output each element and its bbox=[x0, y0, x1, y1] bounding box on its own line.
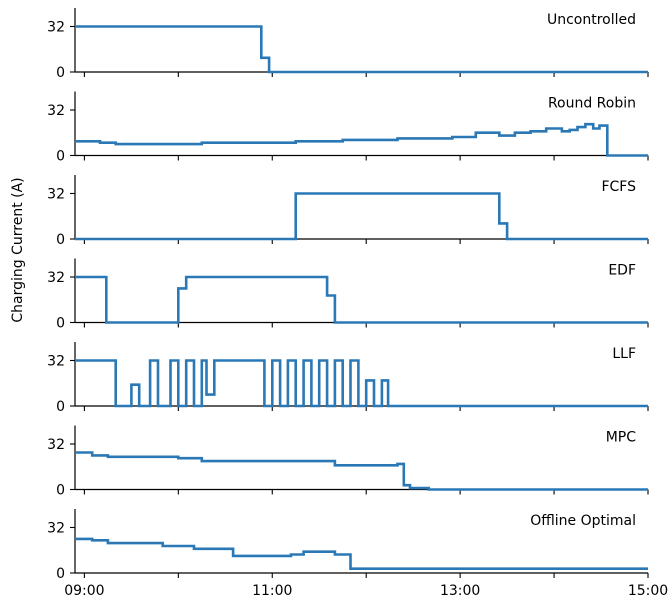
chart-panels: 0 32 Uncontrolled 0 32 Round Robin 0 32 FCFS 0 32 E… bbox=[47, 8, 668, 599]
series-line-4 bbox=[75, 359, 648, 408]
y-axis-label: Charging Current (A) bbox=[10, 177, 26, 322]
y-tick-label: 32 bbox=[47, 437, 65, 453]
panel-title: LLF bbox=[612, 346, 636, 362]
y-tick-label: 32 bbox=[47, 186, 65, 202]
series-line-2 bbox=[75, 192, 648, 241]
series-line-6 bbox=[75, 537, 648, 570]
y-tick-label: 0 bbox=[56, 399, 65, 415]
y-tick-label: 0 bbox=[56, 316, 65, 332]
y-tick-label: 32 bbox=[47, 103, 65, 119]
panel-4: 0 32 LLF bbox=[47, 342, 649, 415]
x-tick-label: 15:00 bbox=[628, 583, 668, 599]
panel-1: 0 32 Round Robin bbox=[47, 91, 649, 165]
panel-title: MPC bbox=[606, 430, 637, 446]
y-tick-label: 0 bbox=[56, 65, 65, 81]
y-tick-label: 0 bbox=[56, 566, 65, 582]
panel-title: EDF bbox=[608, 263, 636, 279]
panel-title: Uncontrolled bbox=[547, 12, 636, 28]
panel-0: 0 32 Uncontrolled bbox=[47, 8, 649, 81]
series-line-5 bbox=[75, 451, 648, 491]
panel-6: 0 32 Offline Optimal 09:00 11:00 13:00 15:00 bbox=[47, 509, 668, 599]
series-line-3 bbox=[75, 275, 648, 324]
panel-title: FCFS bbox=[601, 179, 636, 195]
panel-5: 0 32 MPC bbox=[47, 425, 649, 499]
x-tick-label: 11:00 bbox=[252, 583, 292, 599]
y-tick-label: 32 bbox=[47, 353, 65, 369]
panel-title: Offline Optimal bbox=[530, 513, 636, 529]
x-tick-label: 09:00 bbox=[64, 583, 104, 599]
y-tick-label: 0 bbox=[56, 149, 65, 165]
x-tick-label: 13:00 bbox=[440, 583, 480, 599]
y-tick-label: 32 bbox=[47, 520, 65, 536]
y-tick-label: 0 bbox=[56, 232, 65, 248]
y-tick-label: 0 bbox=[56, 483, 65, 499]
panel-2: 0 32 FCFS bbox=[47, 175, 649, 248]
y-tick-label: 32 bbox=[47, 270, 65, 286]
series-line-0 bbox=[75, 25, 648, 74]
panel-title: Round Robin bbox=[548, 96, 636, 112]
panel-3: 0 32 EDF bbox=[47, 258, 649, 332]
series-line-1 bbox=[75, 122, 648, 157]
y-tick-label: 32 bbox=[47, 19, 65, 35]
